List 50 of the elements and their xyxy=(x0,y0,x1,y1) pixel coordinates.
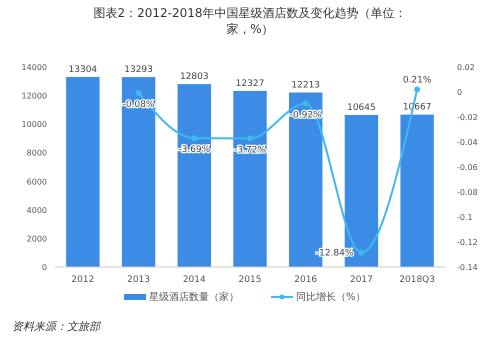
y2-tick-label: -0.12 xyxy=(457,238,478,247)
data-label: 12803 xyxy=(180,72,209,82)
y-tick-label: 0 xyxy=(42,263,47,272)
x-tick-label: 2018Q3 xyxy=(399,275,435,285)
y2-tick-label: 0.02 xyxy=(457,63,475,72)
y2-tick-label: -0.14 xyxy=(457,263,478,272)
x-tick-label: 2012 xyxy=(71,275,94,285)
y-tick-label: 8000 xyxy=(26,148,47,158)
point xyxy=(414,86,420,92)
bar xyxy=(178,84,211,267)
data-label: 0.21% xyxy=(402,75,432,86)
data-label: 13293 xyxy=(124,65,153,76)
data-label: -0.08% xyxy=(122,100,155,110)
x-tick-label: 2017 xyxy=(350,275,373,285)
data-label: -3.72% xyxy=(234,146,266,156)
y-tick-label: 10000 xyxy=(22,120,47,130)
y-tick-label: 12000 xyxy=(22,92,47,101)
text: 资料来源：文旅部 xyxy=(12,320,102,333)
y-tick-label: 14000 xyxy=(22,63,47,72)
y2-tick-label: 0 xyxy=(457,88,462,97)
y-tick-label: 6000 xyxy=(26,177,47,186)
bar xyxy=(233,90,267,267)
x-tick-label: 2013 xyxy=(127,275,150,285)
y2-tick-label: -0.02 xyxy=(457,113,478,122)
bar xyxy=(122,77,156,267)
data-label: -0.92% xyxy=(290,110,322,120)
x-tick-label: 2014 xyxy=(182,275,206,285)
bar xyxy=(400,114,434,267)
legend-label: 同比增长（%） xyxy=(296,291,366,303)
data-label: 12213 xyxy=(291,80,320,91)
y2-tick-label: -0.08 xyxy=(457,188,478,197)
y2-tick-label: -0.04 xyxy=(457,138,478,147)
point xyxy=(358,250,364,256)
data-label: 10645 xyxy=(347,102,376,113)
data-label: 13304 xyxy=(68,64,98,75)
data-label: 12327 xyxy=(236,78,264,89)
chart-title: 图表2：2012-2018年中国星级酒店数及变化趋势（单位：家，%） xyxy=(93,6,407,36)
x-tick-label: 2016 xyxy=(294,275,318,285)
x-tick-label: 2015 xyxy=(238,275,262,285)
point xyxy=(136,90,142,96)
point xyxy=(191,135,198,142)
point xyxy=(302,100,309,106)
bar xyxy=(66,76,100,267)
y2-tick-label: -0.06 xyxy=(457,163,478,172)
y2-tick-label: -0.1 xyxy=(457,213,473,222)
legend-label: 星级酒店数量（家） xyxy=(149,291,239,303)
data-label: -3.69% xyxy=(178,145,211,156)
y-tick-label: 4000 xyxy=(26,206,47,215)
y-tick-label: 2000 xyxy=(26,234,47,244)
point xyxy=(247,136,253,142)
